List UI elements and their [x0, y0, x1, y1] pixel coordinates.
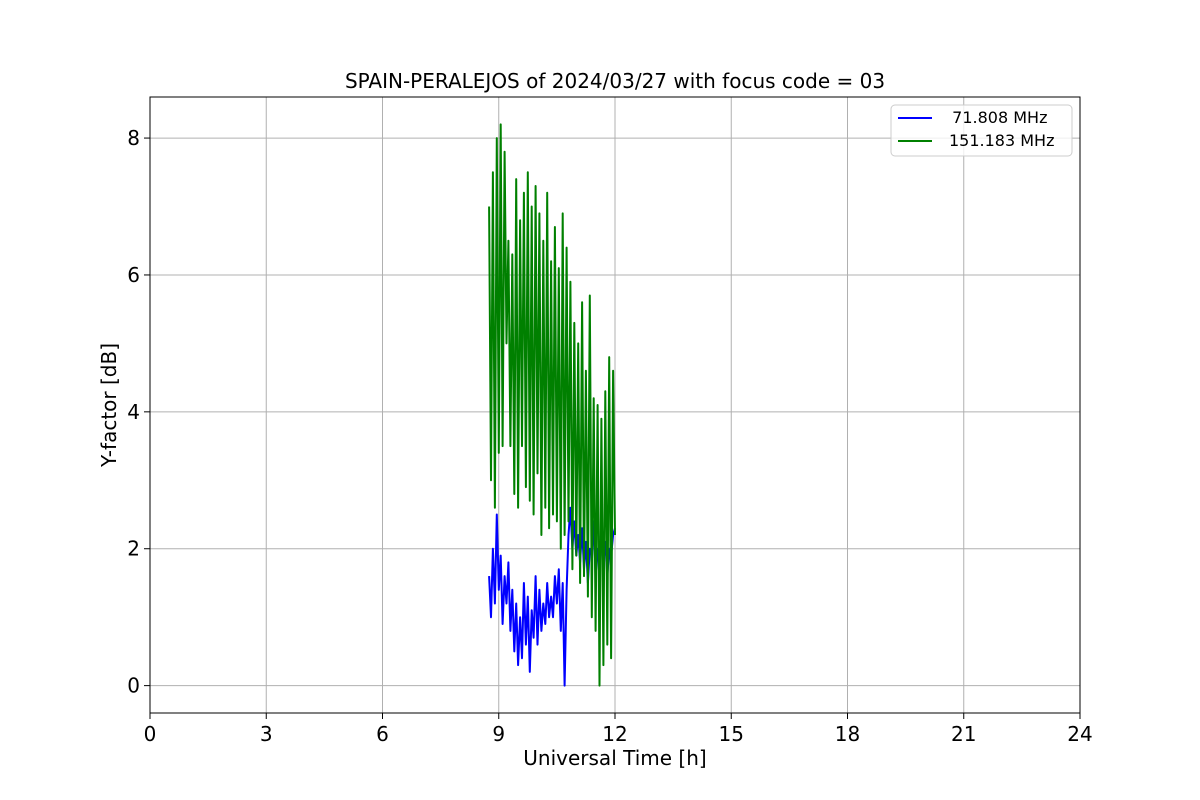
y-tick-label: 6: [127, 263, 140, 287]
y-tick-label: 4: [127, 400, 140, 424]
x-tick-label: 18: [835, 722, 860, 746]
x-tick-label: 15: [719, 722, 744, 746]
y-tick-label: 2: [127, 537, 140, 561]
y-tick-label: 8: [127, 126, 140, 150]
x-axis-label: Universal Time [h]: [523, 746, 706, 770]
y-axis-label: Y-factor [dB]: [97, 343, 121, 468]
legend-label-71-808: 71.808 MHz: [942, 108, 1047, 127]
x-tick-label: 24: [1067, 722, 1092, 746]
legend: 71.808 MHz 151.183 MHz: [890, 104, 1073, 157]
y-tick-label: 0: [127, 674, 140, 698]
x-tick-label: 9: [492, 722, 505, 746]
series-group: [488, 123, 616, 687]
x-tick-label: 21: [951, 722, 976, 746]
x-tick-label: 3: [260, 722, 273, 746]
x-tick-label: 12: [602, 722, 627, 746]
chart-title: SPAIN-PERALEJOS of 2024/03/27 with focus…: [345, 69, 885, 93]
legend-box: [890, 104, 1073, 157]
x-tick-label: 6: [376, 722, 389, 746]
series-line-1: [488, 123, 616, 687]
legend-label-151-183: 151.183 MHz: [949, 131, 1054, 150]
x-tick-label: 0: [144, 722, 157, 746]
